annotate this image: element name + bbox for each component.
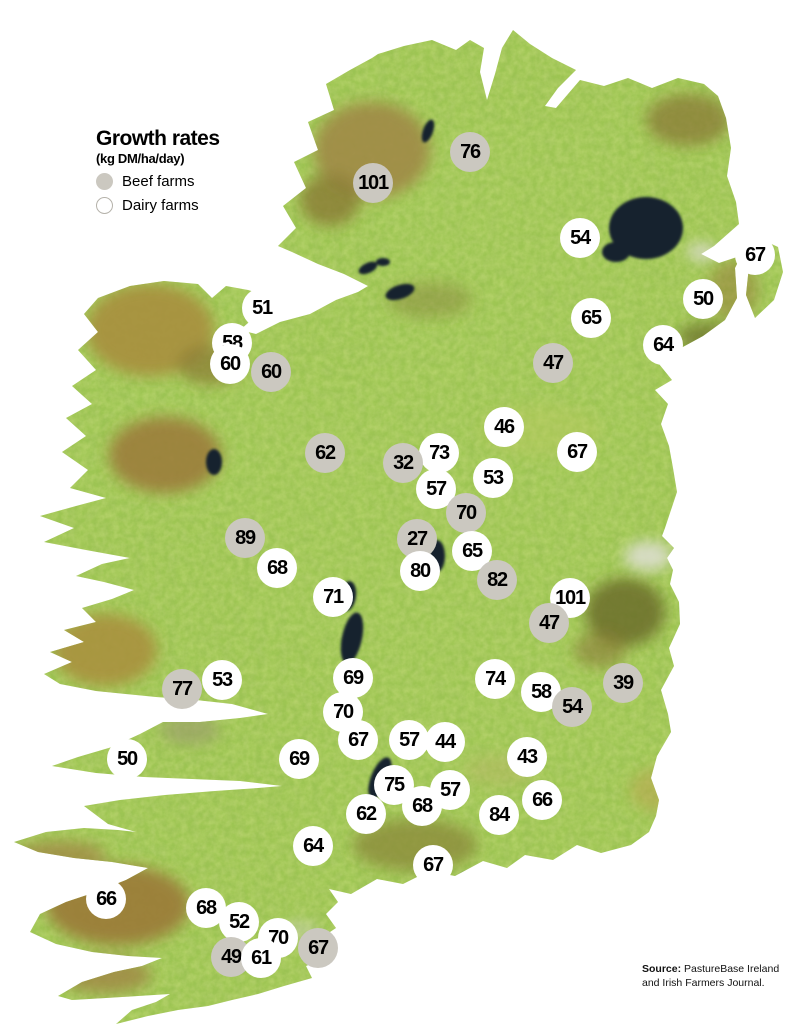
dairy-farm-swatch-icon [96, 197, 113, 215]
growth-marker-beef: 54 [552, 687, 592, 727]
legend-title: Growth rates [96, 127, 220, 150]
growth-marker-dairy: 60 [210, 344, 250, 384]
growth-marker-beef: 62 [305, 433, 345, 473]
growth-marker-dairy: 66 [522, 780, 562, 820]
growth-marker-dairy: 67 [413, 845, 453, 885]
growth-marker-dairy: 64 [643, 325, 683, 365]
growth-marker-dairy: 61 [241, 938, 281, 978]
growth-marker-beef: 89 [225, 518, 265, 558]
growth-marker-dairy: 80 [400, 551, 440, 591]
growth-marker-dairy: 67 [338, 720, 378, 760]
growth-marker-dairy: 68 [257, 548, 297, 588]
growth-marker-beef: 82 [477, 560, 517, 600]
growth-marker-dairy: 69 [333, 658, 373, 698]
growth-marker-dairy: 67 [735, 235, 775, 275]
growth-marker-dairy: 71 [313, 577, 353, 617]
growth-marker-dairy: 101 [550, 578, 590, 618]
growth-marker-beef: 77 [162, 669, 202, 709]
beef-farm-swatch-icon [96, 173, 113, 191]
growth-marker-dairy: 69 [279, 739, 319, 779]
legend-item-beef: Beef farms [96, 173, 220, 191]
growth-marker-beef: 101 [353, 163, 393, 203]
growth-marker-dairy: 53 [202, 660, 242, 700]
source-label: Source: [642, 963, 682, 975]
growth-marker-dairy: 54 [560, 218, 600, 258]
growth-marker-dairy: 58 [521, 672, 561, 712]
legend-item-dairy: Dairy farms [96, 197, 220, 215]
growth-marker-dairy: 67 [557, 432, 597, 472]
growth-marker-beef: 27 [397, 519, 437, 559]
growth-marker-dairy: 62 [346, 794, 386, 834]
growth-marker-dairy: 50 [107, 739, 147, 779]
source-note: Source: PastureBase Ireland and Irish Fa… [642, 962, 790, 990]
growth-marker-beef: 70 [446, 493, 486, 533]
growth-marker-beef: 60 [251, 352, 291, 392]
growth-marker-dairy: 74 [475, 659, 515, 699]
growth-marker-beef: 47 [529, 603, 569, 643]
legend-label-dairy: Dairy farms [122, 197, 199, 215]
source-line2: and Irish Farmers Journal. [642, 977, 765, 990]
source-line1: PastureBase Ireland [684, 963, 780, 975]
legend-subtitle: (kg DM/ha/day) [96, 151, 185, 167]
growth-marker-dairy: 84 [479, 795, 519, 835]
growth-marker-dairy: 68 [402, 786, 442, 826]
growth-marker-dairy: 64 [293, 826, 333, 866]
legend-label-beef: Beef farms [122, 173, 195, 191]
growth-marker-dairy: 73 [419, 433, 459, 473]
growth-marker-dairy: 50 [683, 279, 723, 319]
legend: Growth rates (kg DM/ha/day) Beef farms D… [96, 127, 220, 215]
growth-marker-dairy: 65 [571, 298, 611, 338]
growth-marker-dairy: 57 [389, 720, 429, 760]
growth-marker-beef: 32 [383, 443, 423, 483]
growth-marker-dairy: 51 [242, 288, 282, 328]
growth-marker-dairy: 44 [425, 722, 465, 762]
growth-marker-beef: 47 [533, 343, 573, 383]
growth-marker-dairy: 46 [484, 407, 524, 447]
growth-marker-dairy: 43 [507, 737, 547, 777]
growth-marker-beef: 67 [298, 928, 338, 968]
growth-marker-beef: 39 [603, 663, 643, 703]
growth-marker-dairy: 52 [219, 902, 259, 942]
growth-marker-dairy: 66 [86, 879, 126, 919]
growth-marker-dairy: 53 [473, 458, 513, 498]
growth-marker-beef: 76 [450, 132, 490, 172]
